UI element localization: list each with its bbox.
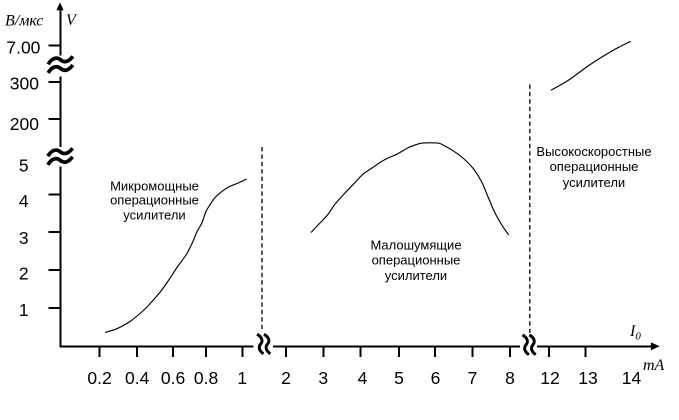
svg-text:V: V (66, 12, 78, 29)
svg-text:операционные: операционные (550, 159, 639, 174)
svg-text:1: 1 (237, 368, 247, 388)
svg-text:200: 200 (10, 114, 39, 134)
svg-text:12: 12 (540, 368, 559, 388)
svg-text:2: 2 (19, 264, 29, 284)
svg-text:0.6: 0.6 (161, 368, 185, 388)
svg-text:2: 2 (281, 368, 291, 388)
svg-text:14: 14 (622, 368, 642, 388)
svg-text:300: 300 (10, 73, 39, 93)
svg-text:4: 4 (19, 191, 29, 211)
svg-text:mA: mA (643, 357, 665, 374)
svg-text:7: 7 (468, 368, 478, 388)
svg-text:Высокоскоростные: Высокоскоростные (536, 144, 651, 159)
svg-text:усилители: усилители (123, 207, 185, 222)
svg-text:Микромощные: Микромощные (110, 179, 199, 194)
svg-text:4: 4 (358, 368, 368, 388)
svg-text:В/мкс: В/мкс (5, 13, 43, 30)
svg-text:1: 1 (19, 300, 29, 320)
svg-text:0.2: 0.2 (87, 368, 111, 388)
svg-text:операционные: операционные (372, 253, 461, 268)
svg-text:усилители: усилители (385, 268, 447, 283)
svg-text:13: 13 (578, 368, 597, 388)
svg-text:8: 8 (505, 368, 515, 388)
svg-text:3: 3 (19, 228, 29, 248)
svg-text:7.00: 7.00 (6, 37, 40, 57)
svg-text:6: 6 (431, 368, 441, 388)
svg-text:Малошумящие: Малошумящие (370, 238, 461, 253)
svg-text:0.4: 0.4 (125, 368, 150, 388)
svg-text:усилители: усилители (563, 175, 625, 190)
svg-text:3: 3 (318, 368, 328, 388)
svg-text:операционные: операционные (110, 192, 199, 207)
svg-text:0.8: 0.8 (194, 368, 218, 388)
svg-text:5: 5 (19, 156, 29, 176)
svg-text:5: 5 (394, 368, 404, 388)
